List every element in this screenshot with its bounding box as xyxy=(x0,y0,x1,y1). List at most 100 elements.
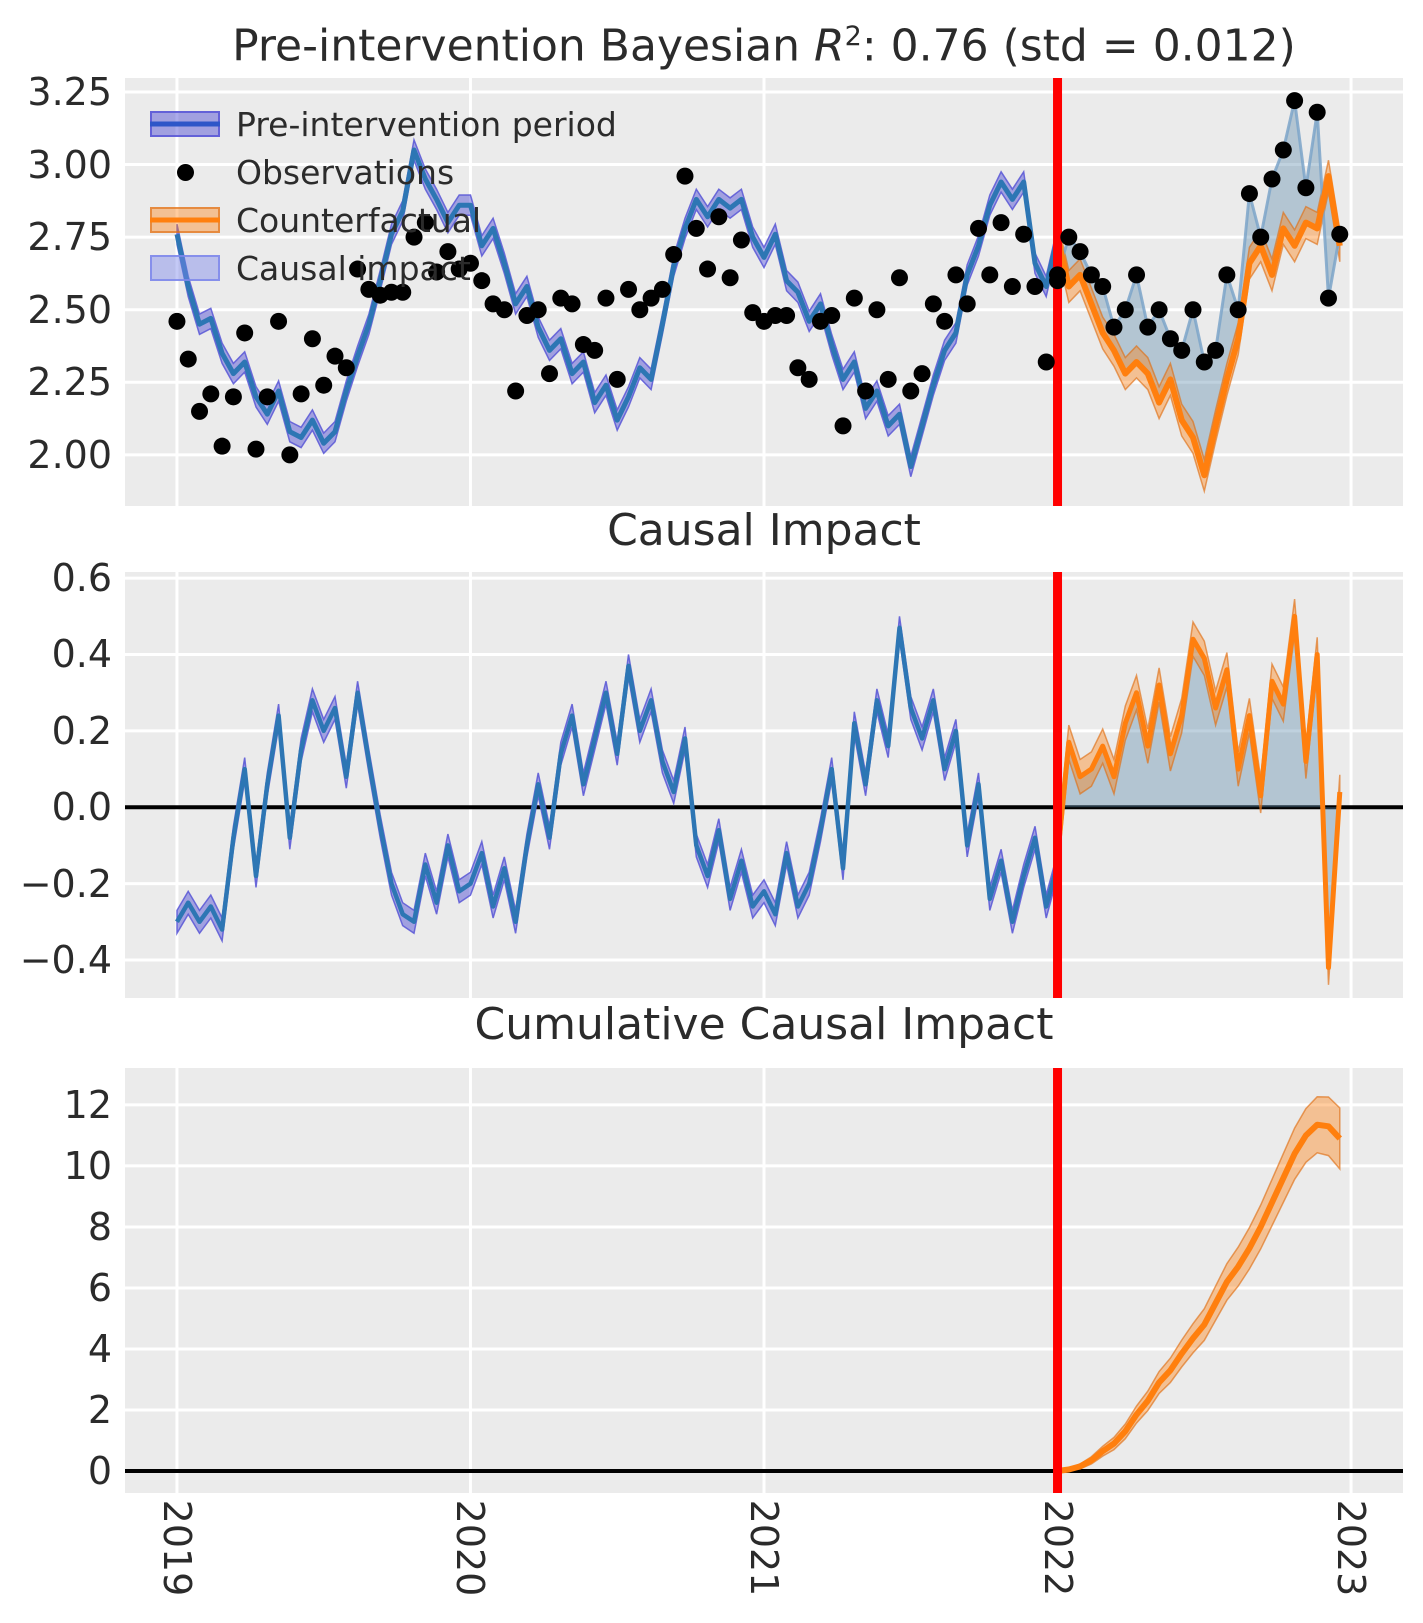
legend: Pre-intervention period Observations Cou… xyxy=(150,100,617,292)
r-squared-symbol: R xyxy=(814,20,845,72)
observation-dot xyxy=(337,359,355,377)
x-tick-label: 2019 xyxy=(155,1499,199,1597)
y-tick-label: 12 xyxy=(63,1083,112,1127)
observation-dot xyxy=(507,382,525,400)
counterfactual-line xyxy=(1054,173,1343,479)
observation-dot xyxy=(845,289,863,307)
intervention-line xyxy=(1053,572,1063,998)
pre-intervention-band-swatch-icon xyxy=(150,111,220,137)
observation-dot xyxy=(947,266,965,284)
observation-dot xyxy=(247,440,265,458)
observation-dot xyxy=(676,167,694,185)
legend-label: Counterfactual xyxy=(236,200,482,240)
y-tick-label: 2.50 xyxy=(27,288,112,332)
observation-dot xyxy=(1082,266,1100,284)
observation-dot xyxy=(665,246,683,264)
observation-dot xyxy=(1150,301,1168,319)
observation-dot xyxy=(349,260,367,278)
cumulative-line xyxy=(1057,1121,1343,1474)
observation-dot xyxy=(416,214,434,232)
observation-dot xyxy=(168,312,186,330)
observation-dot xyxy=(620,280,638,298)
y-tick-label: 0.4 xyxy=(51,632,112,676)
observation-dot xyxy=(857,382,875,400)
observation-dot xyxy=(958,295,976,313)
observation-dot xyxy=(270,312,288,330)
panel-title-fit: Pre-intervention Bayesian R2: 0.76 (std … xyxy=(125,10,1403,74)
observation-dot xyxy=(1184,301,1202,319)
observation-dot xyxy=(653,280,671,298)
observation-dot xyxy=(529,301,547,319)
legend-item-observations: Observations xyxy=(150,148,617,196)
observation-dot xyxy=(179,350,197,368)
observation-dot xyxy=(1105,318,1123,336)
observation-dot xyxy=(405,228,423,246)
observation-dot xyxy=(236,324,254,342)
observation-dot xyxy=(541,365,559,383)
x-tick-label: 2022 xyxy=(1036,1499,1080,1597)
observation-dot xyxy=(1195,353,1213,371)
observation-dot xyxy=(586,341,604,359)
observation-dot xyxy=(992,214,1010,232)
y-tick-label: 6 xyxy=(87,1266,112,1310)
observation-dot xyxy=(981,266,999,284)
observation-dot xyxy=(631,301,649,319)
causal-impact-patch-swatch-icon xyxy=(150,255,220,281)
observation-dot xyxy=(495,301,513,319)
observation-dot xyxy=(710,208,728,226)
observation-dot xyxy=(461,254,479,272)
observation-dot xyxy=(1128,266,1146,284)
y-tick-label: 0.6 xyxy=(51,556,112,600)
legend-item-pre-intervention: Pre-intervention period xyxy=(150,100,617,148)
observation-dot xyxy=(1331,225,1349,243)
legend-label: Causal impact xyxy=(236,248,471,288)
observation-dot xyxy=(936,312,954,330)
y-tick-label: −0.4 xyxy=(19,938,112,982)
observation-dot xyxy=(326,347,344,365)
title-text: Pre-intervention Bayesian xyxy=(232,20,815,72)
observation-dot xyxy=(608,370,626,388)
y-tick-label: 3.00 xyxy=(27,143,112,187)
observation-dot xyxy=(868,301,886,319)
observation-dot xyxy=(1286,92,1304,110)
legend-label: Observations xyxy=(236,152,455,192)
observation-dot xyxy=(1139,318,1157,336)
y-tick-label: 2.25 xyxy=(27,360,112,404)
observation-dot xyxy=(1218,266,1236,284)
y-tick-label: 2 xyxy=(87,1388,112,1432)
y-tick-label: 2.75 xyxy=(27,215,112,259)
observation-dot xyxy=(721,269,739,287)
observation-dot xyxy=(1240,185,1258,203)
observation-dot xyxy=(890,269,908,287)
observations-dot-swatch-icon xyxy=(150,159,220,185)
observation-dot xyxy=(213,437,231,455)
intervention-line xyxy=(1053,1068,1063,1493)
y-tick-label: 4 xyxy=(87,1327,112,1371)
x-tick-label: 2020 xyxy=(448,1499,492,1597)
observation-dot xyxy=(292,385,310,403)
legend-label: Pre-intervention period xyxy=(236,104,617,144)
observation-dot xyxy=(970,219,988,237)
observation-dot xyxy=(428,263,446,281)
counterfactual-band-swatch-icon xyxy=(150,207,220,233)
observation-dot xyxy=(394,283,412,301)
observation-dot xyxy=(823,307,841,325)
observation-dot xyxy=(1252,228,1270,246)
observation-dot xyxy=(1297,179,1315,197)
observation-dot xyxy=(834,417,852,435)
observation-dot xyxy=(1263,170,1281,188)
observation-dot xyxy=(439,243,457,261)
observation-dot xyxy=(1319,289,1337,307)
y-tick-label: 3.25 xyxy=(27,70,112,114)
observation-dot xyxy=(303,330,321,348)
y-tick-label: −0.2 xyxy=(19,862,112,906)
observation-dot xyxy=(563,295,581,313)
impact-post-line xyxy=(1055,613,1343,971)
observation-dot xyxy=(258,388,276,406)
observation-dot xyxy=(778,307,796,325)
y-tick-label: 0.2 xyxy=(51,709,112,753)
x-tick-label: 2023 xyxy=(1329,1499,1373,1597)
panel-title-causal-impact: Causal Impact xyxy=(607,505,921,556)
